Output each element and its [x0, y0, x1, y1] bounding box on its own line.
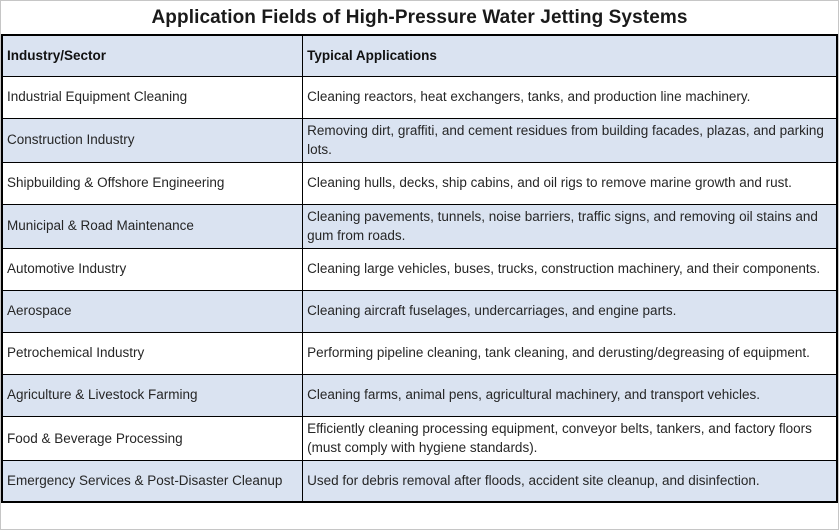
applications-cell: Cleaning hulls, decks, ship cabins, and … — [302, 161, 838, 205]
table-header: Industry/Sector Typical Applications — [1, 34, 838, 77]
applications-cell: Efficiently cleaning processing equipmen… — [302, 415, 838, 461]
sector-cell: Aerospace — [1, 289, 304, 333]
title-bar: Application Fields of High-Pressure Wate… — [1, 1, 838, 34]
applications-cell: Performing pipeline cleaning, tank clean… — [302, 331, 838, 375]
table-body: Industrial Equipment Cleaning Cleaning r… — [1, 75, 838, 503]
applications-cell: Removing dirt, graffiti, and cement resi… — [302, 117, 838, 163]
sector-cell: Shipbuilding & Offshore Engineering — [1, 161, 304, 205]
table-row: Shipbuilding & Offshore Engineering Clea… — [1, 161, 838, 205]
sector-cell: Food & Beverage Processing — [1, 415, 304, 461]
table-row: Automotive Industry Cleaning large vehic… — [1, 247, 838, 291]
table-row: Construction Industry Removing dirt, gra… — [1, 117, 838, 163]
applications-cell: Used for debris removal after floods, ac… — [302, 459, 838, 503]
applications-cell: Cleaning reactors, heat exchangers, tank… — [302, 75, 838, 119]
table-row: Food & Beverage Processing Efficiently c… — [1, 415, 838, 461]
table-row: Municipal & Road Maintenance Cleaning pa… — [1, 203, 838, 249]
sector-cell: Emergency Services & Post-Disaster Clean… — [1, 459, 304, 503]
sector-cell: Industrial Equipment Cleaning — [1, 75, 304, 119]
sector-cell: Automotive Industry — [1, 247, 304, 291]
table-row: Aerospace Cleaning aircraft fuselages, u… — [1, 289, 838, 333]
applications-cell: Cleaning large vehicles, buses, trucks, … — [302, 247, 838, 291]
applications-cell: Cleaning aircraft fuselages, undercarria… — [302, 289, 838, 333]
sector-cell: Municipal & Road Maintenance — [1, 203, 304, 249]
sector-cell: Agriculture & Livestock Farming — [1, 373, 304, 417]
table-row: Emergency Services & Post-Disaster Clean… — [1, 459, 838, 503]
applications-cell: Cleaning pavements, tunnels, noise barri… — [302, 203, 838, 249]
table-row: Petrochemical Industry Performing pipeli… — [1, 331, 838, 375]
sector-cell: Construction Industry — [1, 117, 304, 163]
header-row: Industry/Sector Typical Applications — [1, 34, 838, 77]
applications-cell: Cleaning farms, animal pens, agricultura… — [302, 373, 838, 417]
applications-table: Industry/Sector Typical Applications Ind… — [1, 34, 838, 504]
page-title: Application Fields of High-Pressure Wate… — [151, 6, 688, 28]
column-header-industry-sector: Industry/Sector — [1, 34, 304, 77]
sector-cell: Petrochemical Industry — [1, 331, 304, 375]
table-row: Agriculture & Livestock Farming Cleaning… — [1, 373, 838, 417]
column-header-typical-applications: Typical Applications — [302, 34, 838, 77]
table-row: Industrial Equipment Cleaning Cleaning r… — [1, 75, 838, 119]
